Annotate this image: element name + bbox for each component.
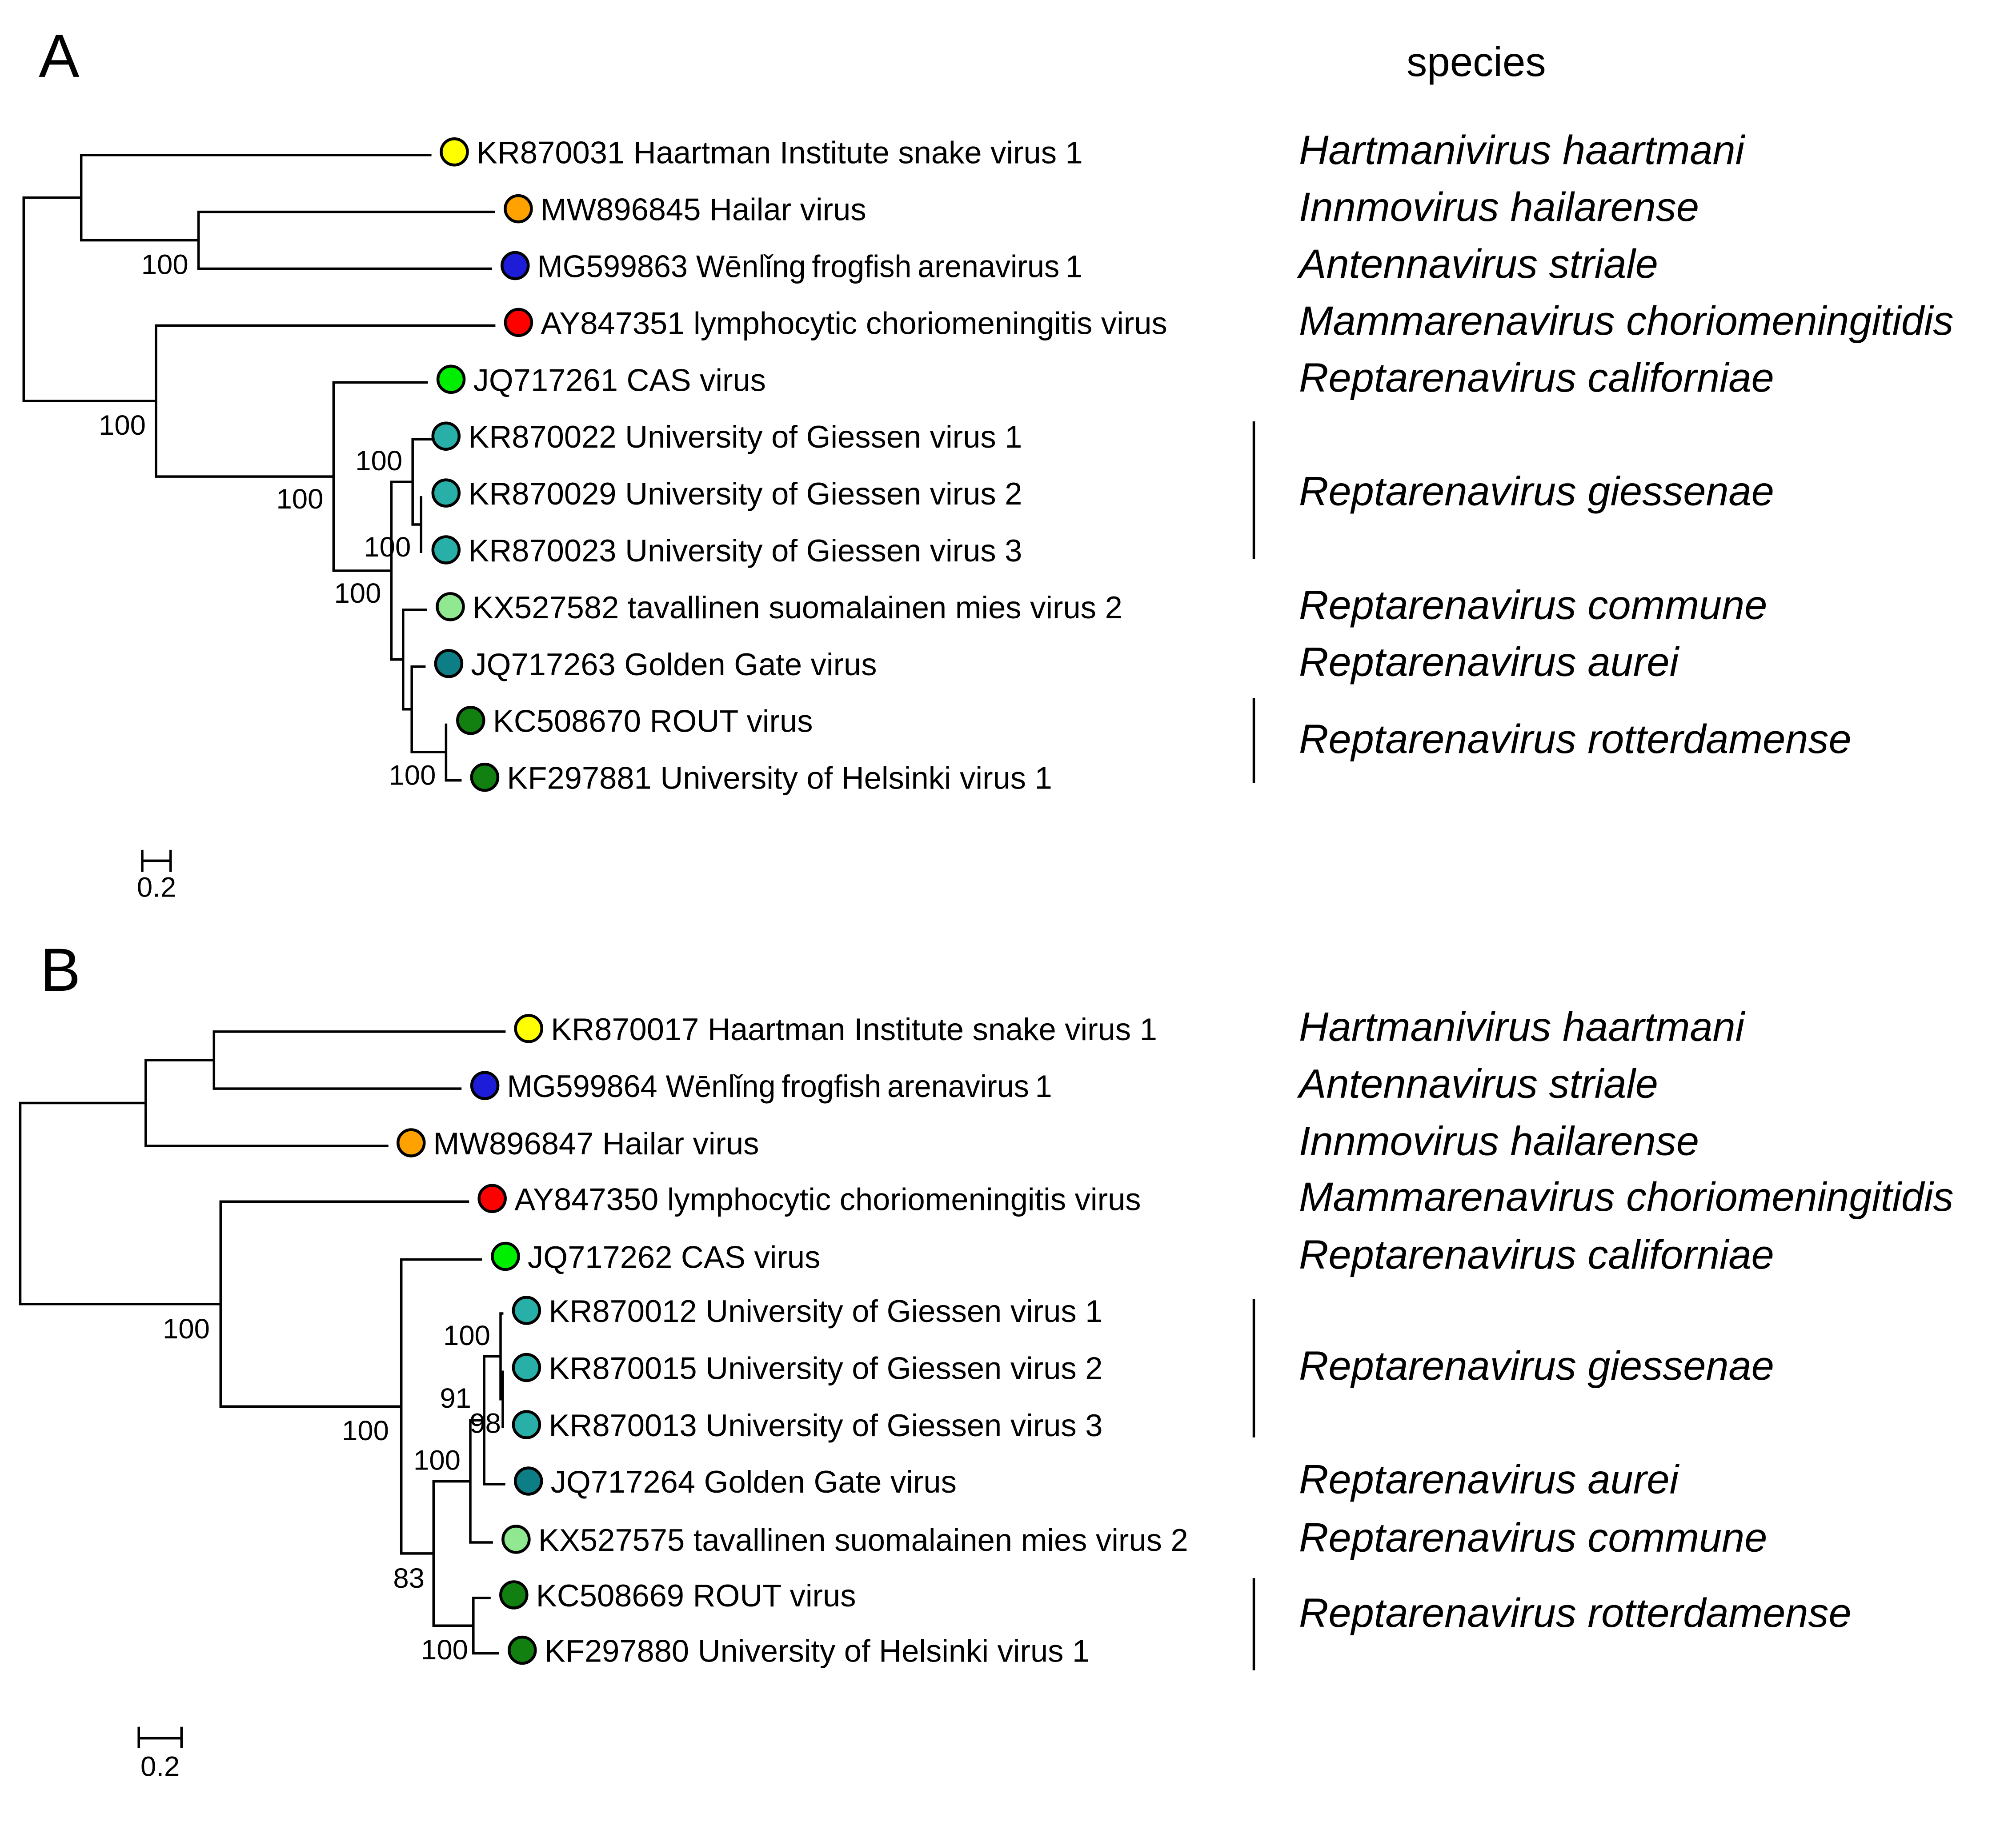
svg-text:JQ717264 Golden Gate virus: JQ717264 Golden Gate virus: [551, 1464, 957, 1499]
svg-text:Antennavirus striale: Antennavirus striale: [1297, 1061, 1658, 1107]
svg-text:KF297881 University of Helsink: KF297881 University of Helsinki virus 1: [507, 761, 1052, 796]
svg-text:100: 100: [99, 410, 146, 441]
svg-text:Reptarenavirus californiae: Reptarenavirus californiae: [1299, 1232, 1774, 1277]
svg-text:100: 100: [141, 249, 188, 280]
svg-text:Mammarenavirus choriomeningiti: Mammarenavirus choriomeningitidis: [1299, 1174, 1954, 1220]
svg-text:91: 91: [440, 1383, 471, 1414]
svg-text:KC508670 ROUT virus: KC508670 ROUT virus: [493, 704, 813, 739]
svg-text:Antennavirus striale: Antennavirus striale: [1297, 241, 1658, 287]
svg-text:100: 100: [342, 1415, 389, 1446]
svg-text:100: 100: [334, 578, 381, 609]
svg-text:KX527575 tavallinen suomalaine: KX527575 tavallinen suomalainen mies vir…: [538, 1522, 1188, 1558]
svg-text:83: 83: [393, 1563, 425, 1594]
svg-text:Reptarenavirus aurei: Reptarenavirus aurei: [1299, 1457, 1680, 1502]
svg-text:100: 100: [364, 532, 411, 563]
svg-text:Reptarenavirus commune: Reptarenavirus commune: [1299, 582, 1767, 628]
svg-text:MW896845 Hailar virus: MW896845 Hailar virus: [541, 192, 866, 227]
svg-text:Hartmanivirus haartmani: Hartmanivirus haartmani: [1299, 1004, 1746, 1049]
svg-text:KR870013 University of Giessen: KR870013 University of Giessen virus 3: [549, 1408, 1102, 1443]
svg-text:MG599864 Wēnlǐng frogfish aren: MG599864 Wēnlǐng frogfish arenavirus 1: [507, 1069, 1052, 1104]
svg-text:Mammarenavirus choriomeningiti: Mammarenavirus choriomeningitidis: [1299, 298, 1954, 344]
svg-text:MG599863 Wēnlǐng frogfish aren: MG599863 Wēnlǐng frogfish arenavirus 1: [537, 249, 1082, 284]
svg-text:JQ717261 CAS virus: JQ717261 CAS virus: [473, 362, 766, 397]
svg-text:100: 100: [389, 760, 436, 791]
svg-text:MW896847 Hailar virus: MW896847 Hailar virus: [433, 1126, 759, 1161]
svg-text:Reptarenavirus giessenae: Reptarenavirus giessenae: [1299, 469, 1774, 514]
svg-text:AY847350 lymphocytic choriomen: AY847350 lymphocytic choriomeningitis vi…: [514, 1181, 1141, 1217]
svg-text:Innmovirus hailarense: Innmovirus hailarense: [1299, 184, 1699, 230]
svg-text:Reptarenavirus giessenae: Reptarenavirus giessenae: [1299, 1343, 1774, 1389]
svg-text:KR870022 University of Giessen: KR870022 University of Giessen virus 1: [468, 419, 1022, 454]
svg-text:B: B: [40, 936, 80, 1004]
svg-text:KR870029 University of Giessen: KR870029 University of Giessen virus 2: [468, 476, 1022, 511]
svg-text:KX527582 tavallinen suomalaine: KX527582 tavallinen suomalainen mies vir…: [473, 590, 1122, 625]
svg-text:Reptarenavirus rotterdamense: Reptarenavirus rotterdamense: [1299, 717, 1852, 762]
svg-text:Innmovirus hailarense: Innmovirus hailarense: [1299, 1119, 1699, 1164]
svg-text:Reptarenavirus aurei: Reptarenavirus aurei: [1299, 639, 1680, 685]
svg-text:KR870012 University of Giessen: KR870012 University of Giessen virus 1: [549, 1293, 1102, 1329]
svg-text:0.2: 0.2: [137, 872, 176, 903]
svg-text:KR870017 Haartman Institute sn: KR870017 Haartman Institute snake virus …: [551, 1012, 1157, 1047]
svg-text:KR870023 University of Giessen: KR870023 University of Giessen virus 3: [468, 533, 1022, 568]
svg-text:species: species: [1407, 39, 1546, 85]
svg-text:KR870015 University of Giessen: KR870015 University of Giessen virus 2: [549, 1351, 1102, 1386]
svg-text:AY847351 lymphocytic choriomen: AY847351 lymphocytic choriomeningitis vi…: [541, 305, 1167, 340]
svg-text:Reptarenavirus commune: Reptarenavirus commune: [1299, 1515, 1767, 1561]
svg-text:100: 100: [443, 1320, 490, 1351]
svg-text:100: 100: [413, 1445, 461, 1476]
svg-text:100: 100: [355, 445, 402, 477]
svg-text:KC508669 ROUT virus: KC508669 ROUT virus: [536, 1578, 856, 1613]
svg-text:Reptarenavirus californiae: Reptarenavirus californiae: [1299, 355, 1774, 400]
svg-text:Hartmanivirus haartmani: Hartmanivirus haartmani: [1299, 128, 1746, 173]
svg-text:KF297880 University of Helsink: KF297880 University of Helsinki virus 1: [545, 1634, 1090, 1669]
svg-text:100: 100: [163, 1313, 210, 1345]
svg-text:JQ717262 CAS virus: JQ717262 CAS virus: [528, 1240, 820, 1275]
svg-text:100: 100: [421, 1634, 468, 1666]
svg-text:A: A: [39, 22, 80, 90]
svg-text:KR870031 Haartman Institute sn: KR870031 Haartman Institute snake virus …: [477, 135, 1083, 170]
svg-text:Reptarenavirus rotterdamense: Reptarenavirus rotterdamense: [1299, 1590, 1852, 1636]
svg-text:100: 100: [276, 484, 323, 515]
svg-text:JQ717263 Golden Gate virus: JQ717263 Golden Gate virus: [471, 647, 877, 682]
svg-text:98: 98: [469, 1408, 501, 1439]
svg-text:0.2: 0.2: [140, 1751, 180, 1782]
